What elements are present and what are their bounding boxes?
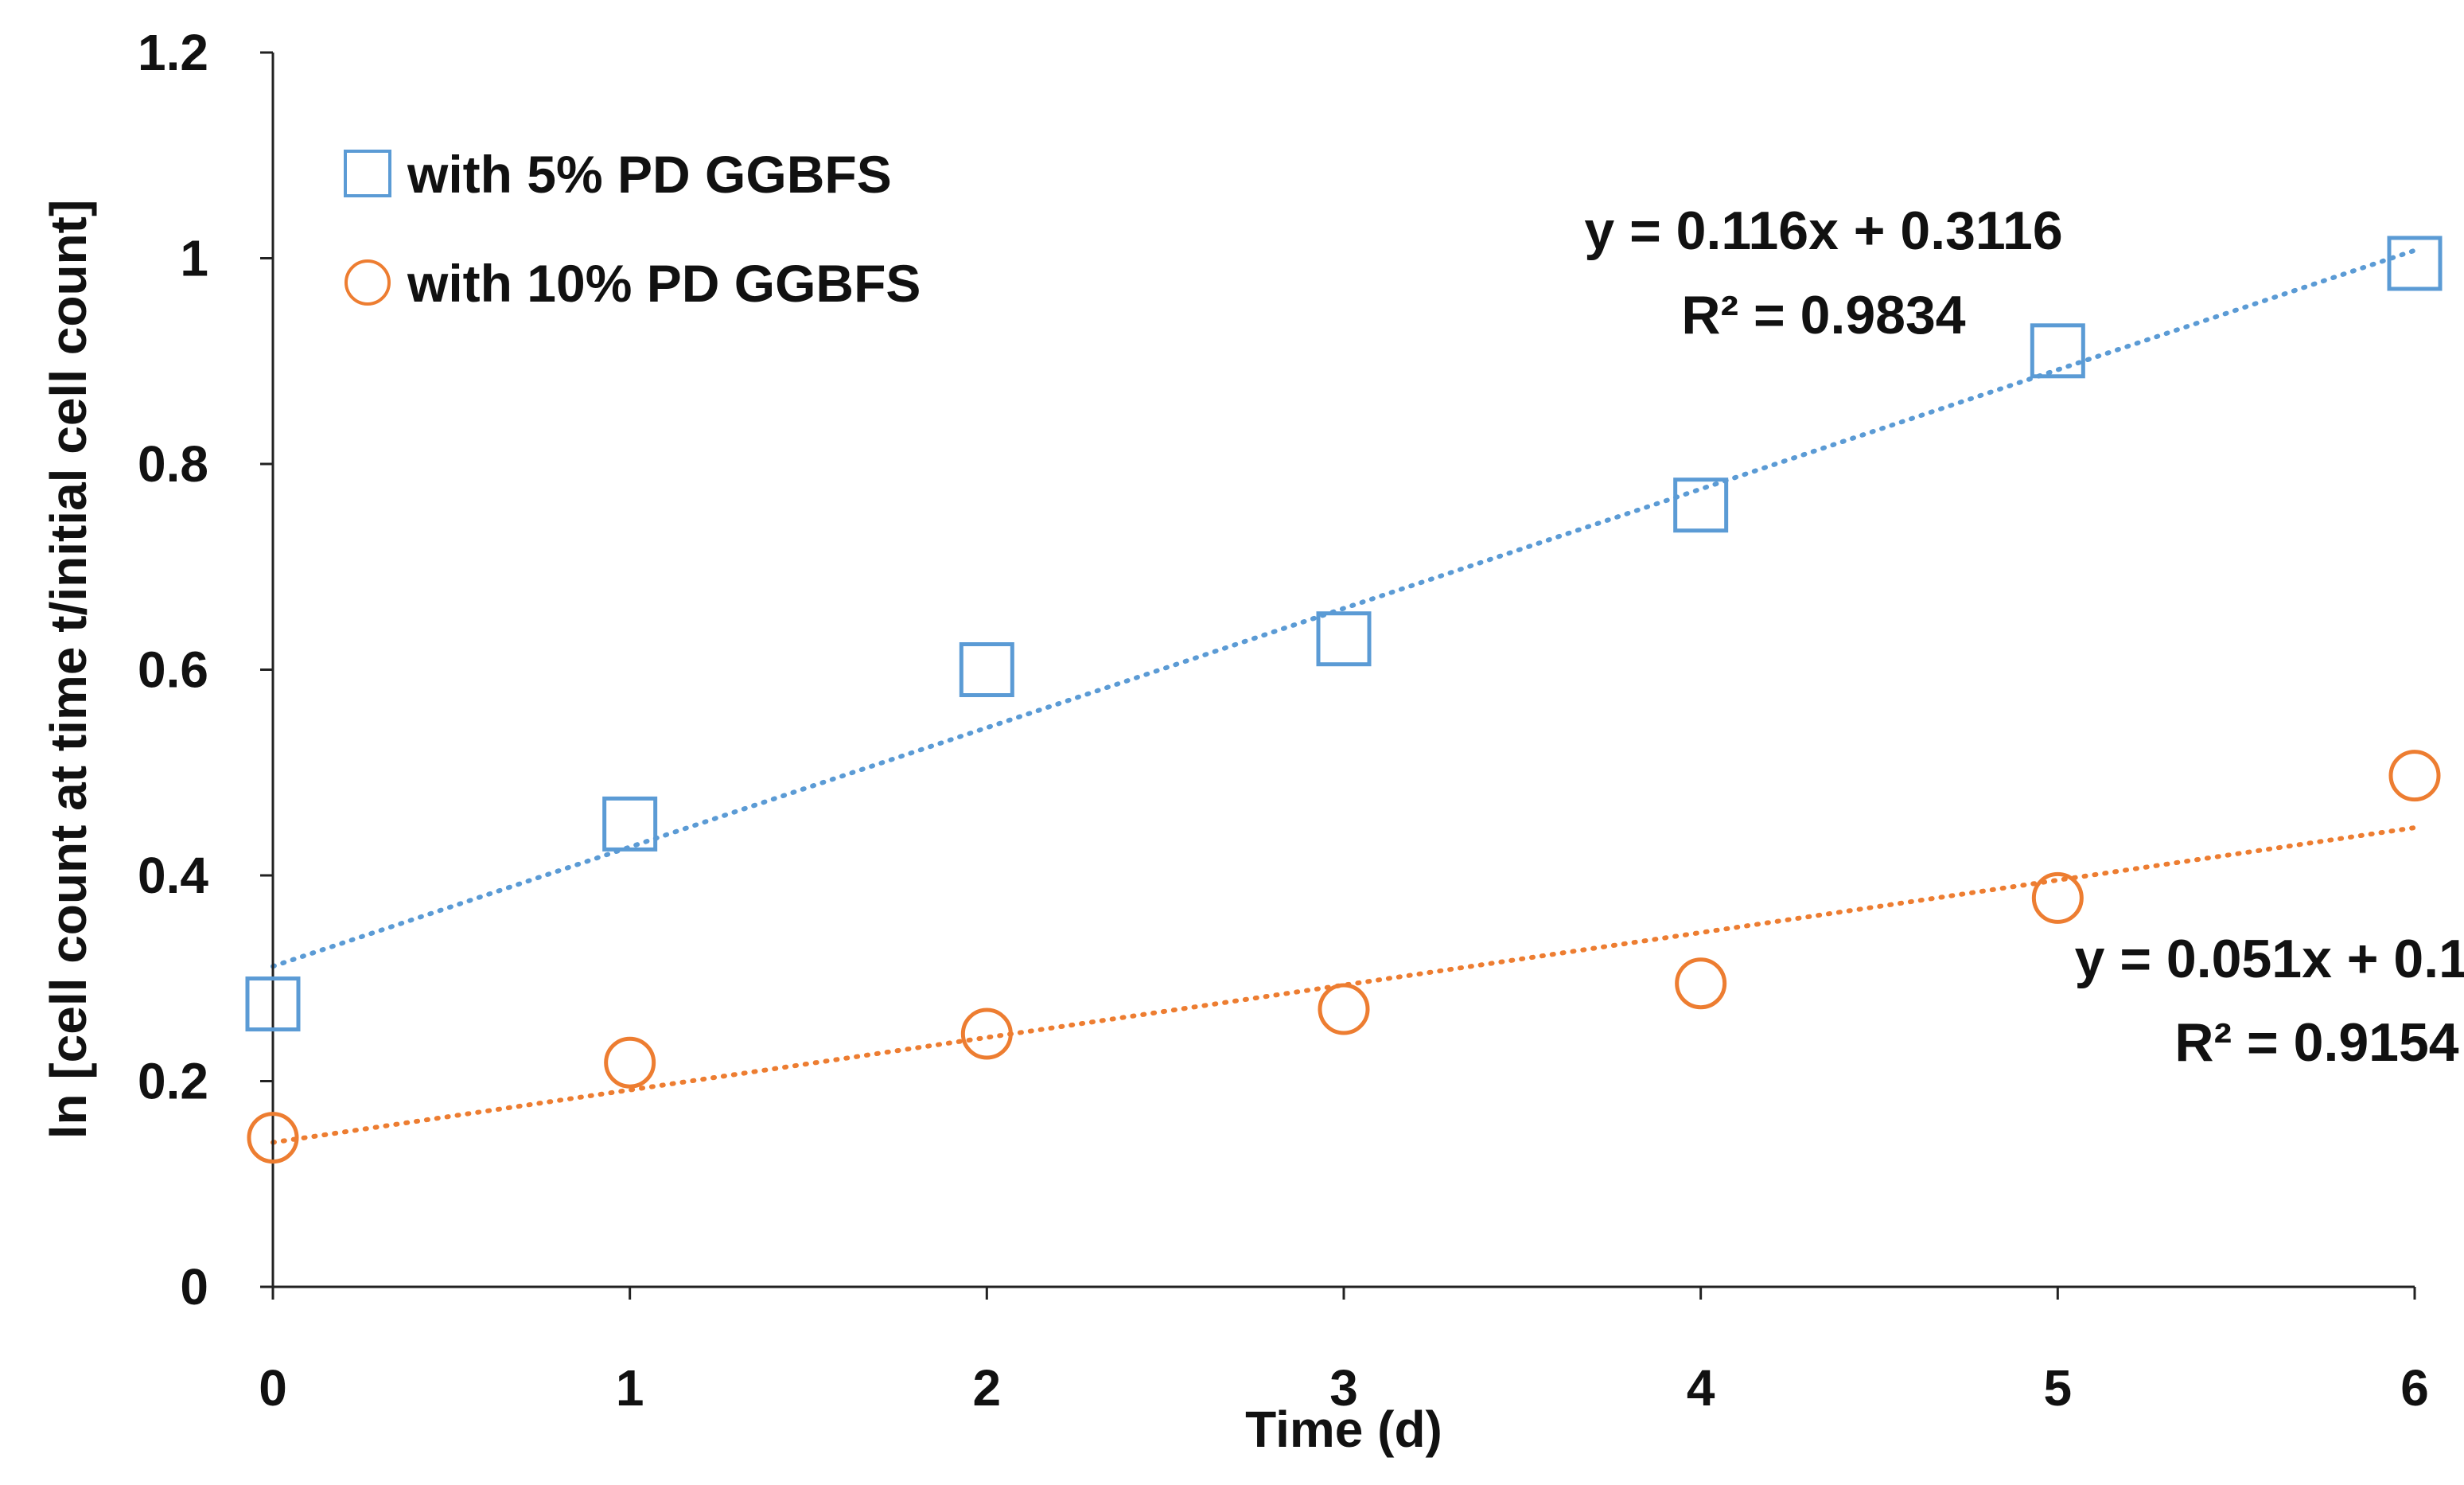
x-axis-title: Time (d) xyxy=(1245,1401,1442,1458)
y-tick-label: 0 xyxy=(180,1258,208,1315)
trendline-equation: y = 0.116x + 0.3116 xyxy=(1584,201,2062,261)
data-point-circle xyxy=(604,1036,656,1089)
trendline-r-squared: R² = 0.9834 xyxy=(1681,285,1965,345)
x-tick-label: 1 xyxy=(616,1359,644,1417)
y-tick-label: 1 xyxy=(180,230,208,287)
y-axis-title: ln [cell count at time t/initial cell co… xyxy=(40,200,97,1140)
x-tick-label: 5 xyxy=(2044,1359,2073,1417)
data-point-square xyxy=(1673,477,1729,533)
x-tick-label: 2 xyxy=(973,1359,1002,1417)
x-tick-label: 3 xyxy=(1329,1359,1358,1417)
data-point-square xyxy=(2030,323,2085,379)
data-point-square xyxy=(602,796,658,852)
legend: with 5% PD GGBFS with 10% PD GGBFS xyxy=(344,145,921,313)
data-point-square xyxy=(245,976,301,1032)
x-tick-label: 0 xyxy=(259,1359,287,1417)
y-tick-label: 0.2 xyxy=(138,1053,208,1110)
legend-square-icon xyxy=(344,150,391,197)
axes: 0 1 2 3 4 5 6 0 0.2 0.4 0.6 0.8 1 1.2 xyxy=(138,24,2429,1417)
y-tick-label: 0.4 xyxy=(138,847,208,904)
legend-entry-label: with 10% PD GGBFS xyxy=(407,254,921,313)
data-point-circle xyxy=(2031,871,2084,924)
data-point-circle xyxy=(247,1112,299,1164)
data-point-circle xyxy=(960,1008,1013,1060)
x-tick-label: 6 xyxy=(2400,1359,2429,1417)
labels-layer: Time (d) ln [cell count at time t/initial… xyxy=(40,145,2464,1458)
legend-circle-icon xyxy=(344,259,391,306)
trendline-layer xyxy=(271,248,2417,1145)
x-tick-label: 4 xyxy=(1687,1359,1715,1417)
y-tick-label: 1.2 xyxy=(138,24,208,81)
trendline-series-2 xyxy=(271,825,2417,1145)
data-point-square xyxy=(1316,611,1372,667)
data-point-square xyxy=(959,642,1014,697)
data-point-circle xyxy=(1675,957,1727,1010)
data-point-circle xyxy=(1318,983,1370,1035)
legend-entry-label: with 5% PD GGBFS xyxy=(407,145,892,204)
y-tick-label: 0.6 xyxy=(138,641,208,699)
data-point-circle xyxy=(2388,750,2441,802)
y-tick-label: 0.8 xyxy=(138,435,208,493)
trendline-series-1 xyxy=(271,248,2417,969)
data-points-layer xyxy=(245,236,2443,1164)
trendline-r-squared: R² = 0.9154 xyxy=(2174,1012,2458,1073)
trendline-equation: y = 0.051x + 0.1404 xyxy=(2075,929,2464,989)
data-point-square xyxy=(2387,236,2443,291)
